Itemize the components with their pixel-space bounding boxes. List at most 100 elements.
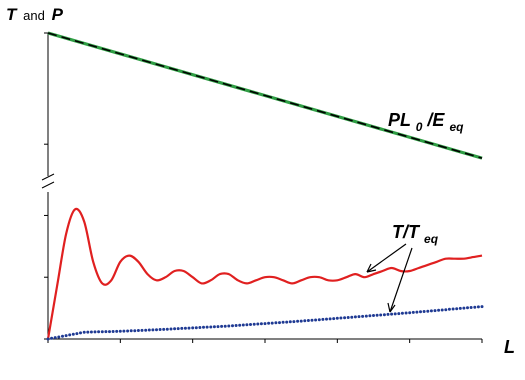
y-axis-title-t: T (6, 5, 18, 24)
dotted-series-point (198, 326, 202, 329)
dotted-series-point (46, 337, 50, 341)
dotted-series-point (285, 320, 289, 324)
dotted-series-point (411, 310, 415, 314)
dotted-series-point (281, 320, 285, 324)
dotted-series-point (144, 328, 148, 332)
dotted-series-point (314, 318, 318, 322)
dotted-series-point (426, 309, 430, 313)
axes (41, 32, 483, 343)
dotted-series-point (397, 312, 401, 316)
dotted-series-point (238, 323, 242, 327)
label-t-teq: T/T eq (392, 222, 439, 246)
dotted-series-point (375, 313, 379, 317)
dotted-series-point (278, 321, 281, 325)
dotted-series-point (259, 322, 263, 326)
dotted-series-point (140, 328, 144, 332)
dotted-series-point (379, 313, 383, 317)
series-p-dashed-overlay (47, 32, 483, 159)
dotted-series-point (104, 330, 108, 334)
dotted-series-point (343, 316, 347, 320)
dotted-series-point (231, 324, 234, 328)
dotted-series-point (86, 330, 90, 334)
dotted-series-point (429, 309, 433, 313)
dotted-series-point (447, 307, 451, 311)
dotted-series-point (303, 319, 307, 323)
dotted-series-point (357, 315, 361, 319)
dotted-series-point (466, 306, 469, 310)
dotted-series-point (372, 314, 375, 317)
dotted-series-point (115, 329, 119, 333)
dotted-series-point (386, 312, 390, 316)
dotted-series-point (162, 327, 166, 331)
dotted-series-point (97, 330, 101, 334)
dotted-series-point (400, 311, 404, 315)
dotted-series-point (433, 309, 437, 313)
dotted-series-point (353, 315, 357, 319)
dotted-series-point (147, 328, 151, 332)
dotted-series-point (155, 328, 158, 332)
series-dotted (46, 305, 484, 341)
dotted-series-point (53, 336, 57, 340)
dotted-series-point (440, 308, 444, 312)
dotted-series-point (469, 306, 473, 309)
dotted-series-point (220, 324, 224, 328)
dotted-series-point (126, 329, 130, 333)
dotted-series-point (382, 313, 386, 317)
dotted-series-point (227, 324, 231, 328)
label-p-sub1: 0 (416, 120, 423, 134)
dotted-series-point (350, 315, 354, 319)
label-t-main: T/T (392, 222, 421, 242)
dotted-series-point (455, 307, 459, 311)
dotted-series-point (339, 316, 343, 320)
dotted-series-point (202, 325, 205, 329)
dotted-series-point (118, 329, 122, 333)
dotted-series-point (292, 320, 296, 324)
dotted-series-point (288, 320, 292, 324)
dotted-series-point (180, 326, 184, 330)
series-t-line (46, 207, 483, 340)
dotted-series-point (473, 305, 477, 309)
x-axis-title: L (504, 337, 515, 357)
dotted-series-point (209, 325, 213, 329)
dotted-series-point (361, 314, 365, 318)
dotted-series-point (133, 329, 137, 333)
dotted-series-point (321, 317, 325, 321)
dotted-series-point (93, 330, 97, 334)
dotted-series-point (111, 330, 115, 333)
dotted-series-point (444, 308, 448, 312)
dotted-series-point (267, 321, 271, 325)
arrow-to-dotted-curve (389, 247, 413, 313)
dotted-series-point (458, 306, 462, 310)
dotted-series-point (335, 316, 339, 320)
dotted-series-point (256, 322, 260, 326)
dotted-series-point (212, 325, 216, 329)
dotted-series-point (89, 330, 93, 334)
dotted-series-point (194, 326, 198, 330)
dotted-series-point (216, 325, 220, 329)
label-p-slash: /E (426, 110, 445, 130)
dotted-series-point (71, 332, 75, 336)
dotted-series-point (100, 330, 104, 334)
dotted-series-point (108, 330, 111, 334)
dotted-series-point (274, 321, 278, 325)
dotted-series-point (241, 323, 245, 327)
dotted-series-point (68, 333, 72, 337)
dotted-series-point (451, 307, 455, 311)
dotted-series-point (296, 319, 300, 323)
dotted-series-point (187, 326, 191, 330)
dotted-series-point (82, 330, 86, 334)
dotted-series-point (79, 331, 82, 335)
dotted-series-point (205, 325, 209, 329)
dotted-series-point (408, 311, 412, 315)
dotted-series-point (310, 318, 314, 322)
dotted-series-point (390, 312, 394, 316)
dotted-series-point (122, 329, 126, 333)
label-t-sub: eq (424, 232, 439, 246)
dotted-series-point (223, 324, 227, 328)
dotted-series-point (245, 323, 249, 327)
dotted-series-point (176, 327, 180, 331)
dotted-series-point (328, 317, 332, 321)
dotted-series-point (317, 318, 321, 322)
dotted-series-point (234, 324, 238, 327)
